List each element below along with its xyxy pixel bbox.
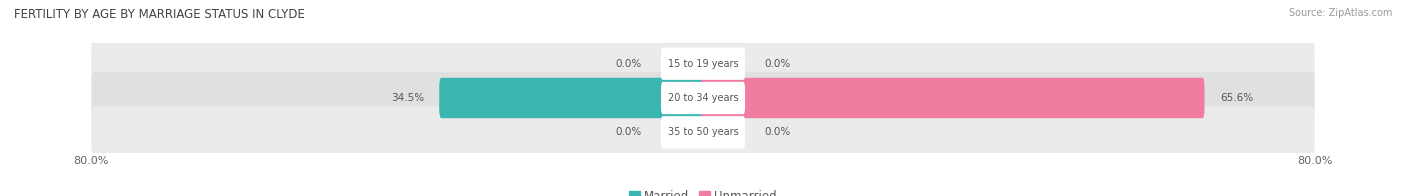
FancyBboxPatch shape [661,116,745,148]
Text: 15 to 19 years: 15 to 19 years [668,59,738,69]
FancyBboxPatch shape [439,78,706,118]
Text: 65.6%: 65.6% [1220,93,1253,103]
Text: 0.0%: 0.0% [616,59,641,69]
Text: 34.5%: 34.5% [391,93,425,103]
Text: Source: ZipAtlas.com: Source: ZipAtlas.com [1288,8,1392,18]
Legend: Married, Unmarried: Married, Unmarried [624,185,782,196]
FancyBboxPatch shape [661,82,745,114]
Text: FERTILITY BY AGE BY MARRIAGE STATUS IN CLYDE: FERTILITY BY AGE BY MARRIAGE STATUS IN C… [14,8,305,21]
FancyBboxPatch shape [91,72,1315,124]
Text: 35 to 50 years: 35 to 50 years [668,127,738,137]
Text: 0.0%: 0.0% [765,59,790,69]
Text: 0.0%: 0.0% [616,127,641,137]
FancyBboxPatch shape [91,106,1315,158]
FancyBboxPatch shape [661,48,745,80]
FancyBboxPatch shape [700,78,1205,118]
Text: 0.0%: 0.0% [765,127,790,137]
FancyBboxPatch shape [91,38,1315,90]
Text: 20 to 34 years: 20 to 34 years [668,93,738,103]
